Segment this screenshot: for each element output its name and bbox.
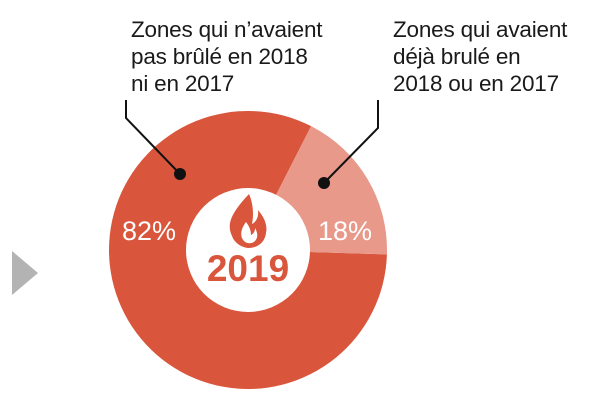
leader-dot-burned: [318, 177, 330, 189]
slice-value-unburned: 82%: [122, 216, 176, 246]
leader-line-burned: [323, 100, 379, 184]
leader-dot-unburned: [174, 168, 186, 180]
slice-label-burned-line-3: 2018 ou en 2017: [393, 71, 559, 96]
slice-label-unburned-line-1: Zones qui n’avaient: [131, 17, 323, 42]
center-year-label: 2019: [207, 248, 289, 289]
slice-label-burned: Zones qui avaient déjà brulé en 2018 ou …: [393, 16, 567, 97]
donut-hole: [186, 188, 310, 312]
pointer-triangle-icon: [12, 251, 38, 295]
slice-label-unburned-line-3: ni en 2017: [131, 71, 235, 96]
slice-value-burned: 18%: [318, 216, 372, 246]
slice-label-unburned-line-2: pas brûlé en 2018: [131, 44, 308, 69]
slice-label-burned-line-1: Zones qui avaient: [393, 17, 568, 42]
slice-label-burned-line-2: déjà brulé en: [393, 44, 521, 69]
slice-label-unburned: Zones qui n’avaient pas brûlé en 2018 ni…: [131, 16, 323, 97]
flame-icon: [229, 194, 267, 248]
leader-line-unburned: [125, 100, 181, 175]
